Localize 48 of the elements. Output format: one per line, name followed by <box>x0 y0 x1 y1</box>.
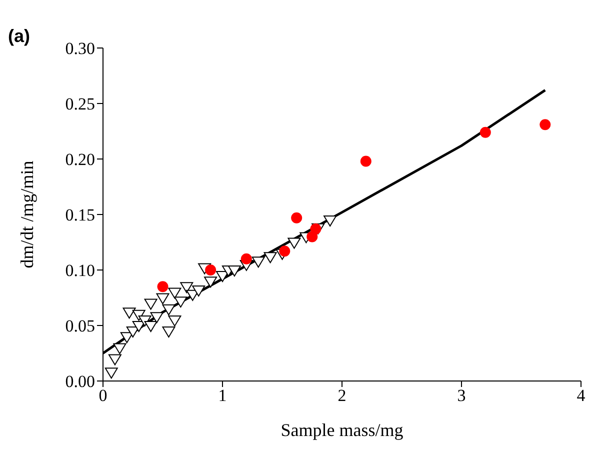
x-axis-title: Sample mass/mg <box>280 420 404 440</box>
point <box>156 293 170 304</box>
point <box>157 281 168 292</box>
x-tick-label: 1 <box>218 386 227 406</box>
point <box>291 212 302 224</box>
point <box>113 343 126 354</box>
x-tick-label: 4 <box>576 386 586 406</box>
x-tick-label: 2 <box>338 386 346 406</box>
y-tick-label: 0.30 <box>65 39 95 58</box>
y-tick-label: 0.20 <box>65 150 95 170</box>
y-tick-label: 0.25 <box>65 94 95 114</box>
point <box>240 253 252 264</box>
point <box>162 326 176 338</box>
y-tick-label: 0.10 <box>65 261 95 280</box>
point <box>104 368 118 379</box>
point <box>174 296 188 308</box>
point <box>150 312 164 324</box>
point <box>108 354 122 366</box>
point <box>310 223 322 234</box>
point <box>288 238 301 249</box>
y-tick-label: 0.00 <box>65 372 95 392</box>
point <box>168 315 182 326</box>
x-tick-label: 0 <box>98 386 108 406</box>
x-tick-label: 3 <box>457 386 466 406</box>
point <box>180 282 194 294</box>
point <box>132 321 146 332</box>
point <box>252 256 265 268</box>
y-tick-label: 0.05 <box>65 316 95 336</box>
point <box>204 276 218 288</box>
point <box>279 246 290 257</box>
y-axis-title: dm/dt /mg/min <box>17 160 37 268</box>
point <box>120 332 134 344</box>
y-tick-label: 0.15 <box>65 206 95 225</box>
point <box>144 321 158 332</box>
point <box>122 308 136 319</box>
point <box>162 304 176 316</box>
point <box>540 119 551 130</box>
point <box>480 126 491 138</box>
point <box>360 156 372 167</box>
point <box>205 264 216 276</box>
point <box>168 288 182 299</box>
point <box>228 266 241 276</box>
point <box>192 285 206 296</box>
point <box>324 216 337 227</box>
chart-title: (a) <box>8 26 30 47</box>
point <box>216 271 229 282</box>
point <box>264 252 277 264</box>
point <box>144 298 158 310</box>
